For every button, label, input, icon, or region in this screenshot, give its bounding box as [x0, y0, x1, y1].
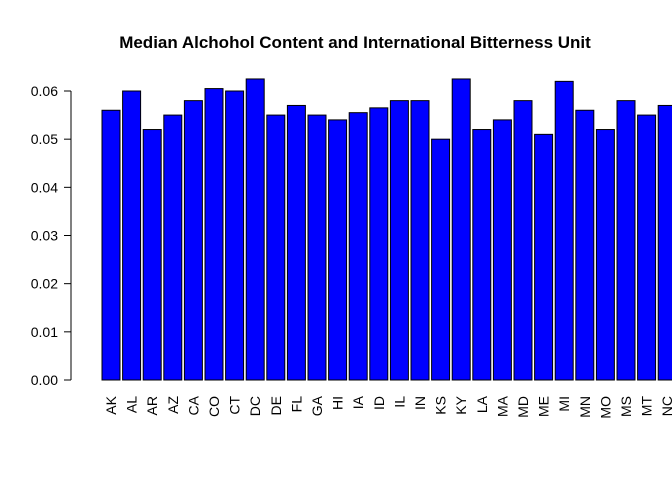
chart-title: Median Alchohol Content and Internationa… — [119, 33, 591, 52]
x-tick-label: LA — [474, 395, 490, 413]
y-tick-label: 0.06 — [31, 83, 58, 99]
x-tick-label: DE — [268, 396, 284, 415]
y-tick-label: 0.03 — [31, 228, 58, 244]
y-tick-label: 0.00 — [31, 372, 58, 388]
x-tick-label: DC — [247, 396, 263, 416]
bar-ms — [616, 100, 636, 381]
bar-mo — [595, 129, 615, 381]
x-tick-label: MI — [556, 396, 572, 412]
bar-dc — [245, 78, 265, 381]
bar-mt — [637, 114, 657, 381]
bar-ga — [307, 114, 327, 381]
x-tick-label: CO — [206, 396, 222, 417]
bar-id — [369, 107, 389, 381]
bar-il — [389, 100, 409, 381]
bar-mi — [554, 80, 574, 381]
bar-co — [204, 88, 224, 381]
bar-de — [266, 114, 286, 381]
x-tick-label: MO — [597, 396, 613, 419]
x-tick-label: AK — [103, 395, 119, 414]
bar-ct — [225, 90, 245, 381]
x-tick-label: ME — [536, 396, 552, 417]
x-tick-label: HI — [330, 396, 346, 410]
y-tick-label: 0.01 — [31, 324, 58, 340]
x-tick-label: MT — [639, 396, 655, 417]
x-tick-label: FL — [288, 396, 304, 413]
bar-nc — [657, 104, 672, 381]
bar-ia — [348, 112, 368, 381]
x-tick-label: AZ — [165, 396, 181, 414]
x-tick-label: ID — [371, 396, 387, 410]
bar-mn — [575, 109, 595, 381]
bar-ma — [492, 119, 512, 381]
x-tick-label: MA — [494, 395, 510, 417]
bar-me — [534, 133, 554, 381]
x-tick-label: GA — [309, 395, 325, 416]
x-tick-label: MS — [618, 396, 634, 417]
x-tick-label: NC — [659, 396, 672, 416]
bar-ak — [101, 109, 121, 381]
bar-ks — [431, 138, 451, 381]
bar-fl — [286, 104, 306, 381]
x-tick-label: IL — [391, 396, 407, 408]
x-tick-label: MD — [515, 396, 531, 418]
x-tick-label: CA — [185, 395, 201, 415]
y-axis: 0.00 0.01 0.02 0.03 0.04 0.05 0.06 — [31, 83, 72, 388]
bar-in — [410, 100, 430, 381]
x-tick-label: KS — [433, 396, 449, 415]
bar-az — [163, 114, 183, 381]
bar-la — [472, 129, 492, 381]
bars — [101, 78, 672, 381]
x-tick-label: IA — [350, 395, 366, 409]
bar-ca — [183, 100, 203, 381]
bar-al — [122, 90, 142, 381]
bar-ky — [451, 78, 471, 381]
bar-ar — [142, 129, 162, 381]
y-tick-label: 0.05 — [31, 131, 58, 147]
bar-md — [513, 100, 533, 381]
x-tick-label: KY — [453, 395, 469, 414]
bar-hi — [328, 119, 348, 381]
x-tick-label: CT — [227, 396, 243, 415]
x-tick-label: MN — [577, 396, 593, 418]
y-tick-label: 0.02 — [31, 276, 58, 292]
x-tick-label: AR — [144, 396, 160, 415]
y-tick-label: 0.04 — [31, 179, 58, 195]
x-tick-label: IN — [412, 396, 428, 410]
x-tick-labels: AK AL AR AZ CA CO CT DC DE FL GA HI IA ID IL IN KS KY LA MA… — [103, 395, 672, 418]
x-tick-label: AL — [124, 396, 140, 413]
